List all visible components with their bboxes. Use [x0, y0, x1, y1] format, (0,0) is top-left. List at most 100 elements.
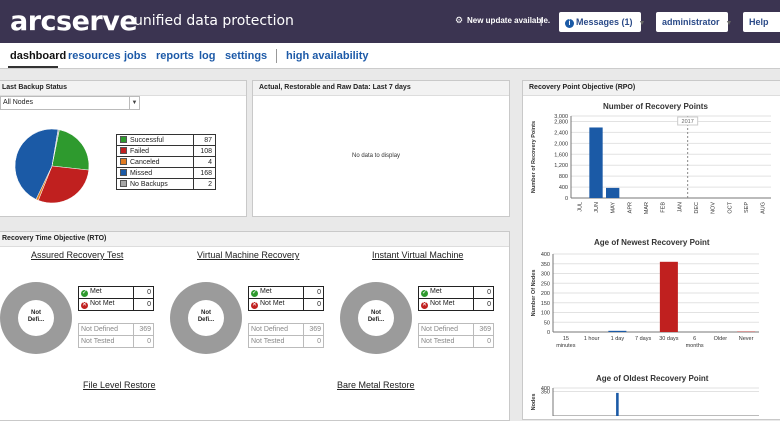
tab-resources[interactable]: resources	[68, 50, 121, 62]
not-met-label: Not Met	[90, 300, 115, 307]
check-icon: ✓	[251, 290, 258, 297]
legend-label-cell: Missed	[117, 168, 194, 179]
user-menu-button[interactable]: administrator▼	[656, 12, 728, 32]
messages-label: Messages (1)	[576, 17, 633, 27]
legend-label: Missed	[130, 170, 152, 177]
donut-label-line2: Defi...	[368, 317, 384, 323]
raw-data-panel: Actual, Restorable and Raw Data: Last 7 …	[252, 80, 510, 217]
check-icon: ✓	[81, 290, 88, 297]
file-level-restore-title[interactable]: File Level Restore	[83, 380, 156, 390]
tab-settings[interactable]: settings	[225, 50, 267, 62]
x-tick-label: 7 days	[635, 336, 651, 342]
x-tick-label: 1 hour	[584, 336, 600, 342]
legend-swatch	[120, 136, 127, 143]
chart-bar[interactable]	[660, 262, 678, 332]
chart-bar[interactable]	[608, 331, 626, 332]
legend-swatch	[120, 147, 127, 154]
x-tick-label: months	[686, 343, 704, 349]
y-tick-label: 250	[541, 281, 550, 287]
x-circle-icon: ✕	[81, 302, 88, 309]
met-label: Met	[90, 288, 102, 295]
rto-section-title[interactable]: Instant Virtual Machine	[372, 250, 463, 260]
tab-high-availability[interactable]: high availability	[286, 50, 369, 62]
legend-label-cell: Failed	[117, 146, 194, 157]
met-label: Met	[430, 288, 442, 295]
header-separator: |	[540, 16, 542, 26]
not-met-label-cell: ✕Not Met	[79, 299, 134, 311]
wrench-icon: ⚙	[455, 15, 463, 26]
x-tick-label: NOV	[711, 202, 717, 214]
not-defined-value: 369	[474, 324, 494, 336]
y-tick-label: 300	[541, 272, 550, 278]
panel-title: Recovery Time Objective (RTO)	[0, 232, 509, 247]
not-tested-label: Not Tested	[249, 336, 304, 348]
y-tick-label: 400	[541, 386, 550, 392]
tab-dashboard[interactable]: dashboard	[10, 50, 66, 62]
product-name: unified data protection	[134, 13, 294, 29]
not-defined-label: Not Defined	[419, 324, 474, 336]
not-met-value: 0	[474, 299, 494, 311]
panel-title: Last Backup Status	[0, 81, 246, 96]
met-label: Met	[260, 288, 272, 295]
y-tick-label: 150	[541, 301, 550, 307]
chart-bar[interactable]	[616, 393, 619, 416]
no-data-message: No data to display	[352, 153, 400, 159]
y-tick-label: 200	[541, 291, 550, 297]
rto-section-title[interactable]: Virtual Machine Recovery	[197, 250, 299, 260]
chart-bar[interactable]	[589, 127, 602, 198]
x-circle-icon: ✕	[251, 302, 258, 309]
legend-label: No Backups	[130, 181, 168, 188]
x-tick-label: FEB	[661, 202, 667, 213]
legend-label-cell: No Backups	[117, 179, 194, 190]
active-tab-indicator	[8, 66, 58, 68]
bare-metal-restore-title[interactable]: Bare Metal Restore	[337, 380, 415, 390]
arcserve-logo[interactable]: arcserve	[10, 6, 137, 37]
tab-reports[interactable]: reports	[156, 50, 194, 62]
x-tick-label: 30 days	[659, 336, 679, 342]
update-link[interactable]: New update available.	[467, 16, 550, 25]
node-filter-select[interactable]: All Nodes ▼	[0, 96, 140, 110]
legend-row: No Backups 2	[117, 179, 216, 190]
main-nav: dashboard resources jobs reports log set…	[0, 43, 780, 69]
legend-row: Missed 168	[117, 168, 216, 179]
not-defined-value: 369	[134, 324, 154, 336]
chevron-down-icon: ▼	[639, 20, 646, 27]
node-filter-value: All Nodes	[3, 99, 33, 106]
y-axis-label: Nodes	[531, 394, 537, 411]
y-tick-label: 800	[559, 174, 568, 180]
x-tick-label: MAY	[611, 202, 617, 214]
x-tick-label: JUL	[577, 202, 583, 212]
donut-label-line2: Defi...	[28, 317, 44, 323]
rto-section-title[interactable]: Assured Recovery Test	[31, 250, 123, 260]
x-tick-label: 6	[693, 336, 696, 342]
tab-log[interactable]: log	[199, 50, 216, 62]
x-tick-label: JAN	[677, 202, 683, 212]
help-label: Help	[749, 17, 769, 27]
legend-value: 108	[194, 146, 216, 157]
legend-value: 2	[194, 179, 216, 190]
chart-bar[interactable]	[606, 188, 619, 198]
y-tick-label: 2,000	[554, 141, 568, 147]
tab-jobs[interactable]: jobs	[124, 50, 147, 62]
user-label: administrator	[662, 17, 720, 27]
legend-value: 4	[194, 157, 216, 168]
legend-value: 168	[194, 168, 216, 179]
y-tick-label: 0	[565, 196, 568, 202]
check-icon: ✓	[421, 290, 428, 297]
help-button[interactable]: Help	[743, 12, 780, 32]
y-tick-label: 400	[541, 252, 550, 258]
legend-swatch	[120, 180, 127, 187]
